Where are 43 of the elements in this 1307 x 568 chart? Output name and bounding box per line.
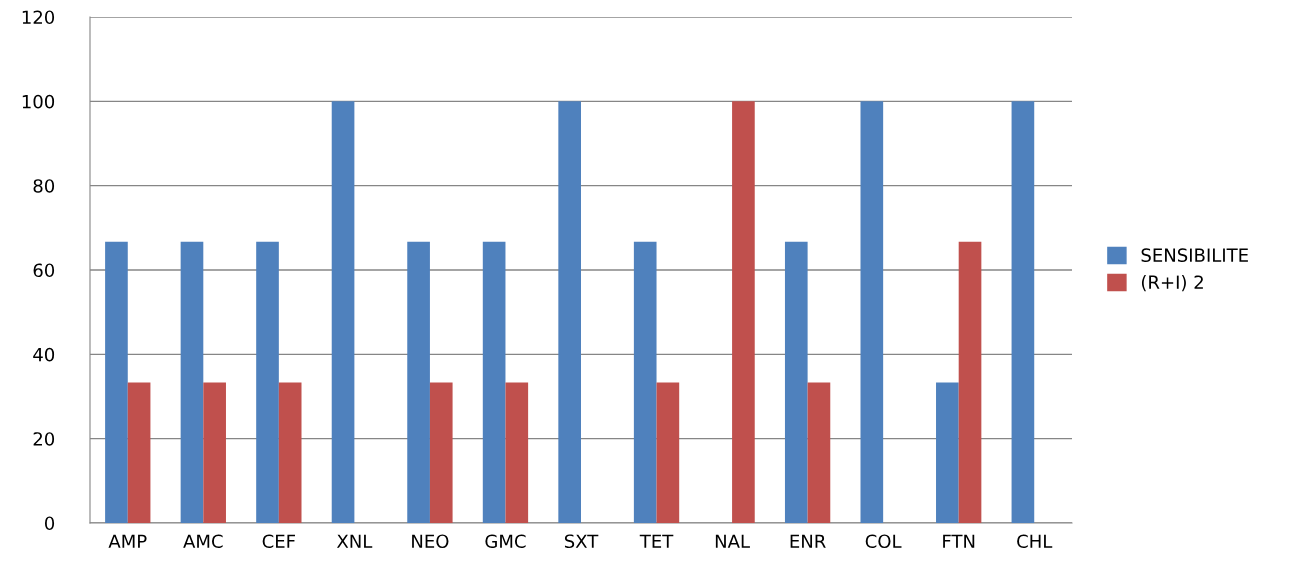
bar — [860, 101, 884, 523]
bar — [656, 382, 680, 523]
x-tick-label: CHL — [1017, 534, 1053, 549]
bar — [732, 101, 755, 523]
bar — [482, 241, 506, 523]
bar — [505, 382, 529, 523]
bar — [1011, 101, 1035, 523]
bar — [407, 241, 430, 523]
legend-label: (R+I) 2 — [1141, 275, 1203, 292]
x-tick-label: COL — [865, 534, 902, 549]
bar — [203, 382, 226, 523]
x-tick-label: TET — [639, 534, 674, 548]
x-tick-label: NAL — [715, 534, 750, 548]
y-tick-label: 20 — [33, 432, 55, 446]
bar — [784, 241, 808, 523]
bar — [633, 241, 657, 523]
bar — [127, 382, 151, 523]
bar — [256, 241, 279, 523]
bar — [429, 382, 453, 523]
y-tick-label: 0 — [44, 516, 55, 531]
y-tick-label: 100 — [22, 94, 55, 109]
x-tick-label: ENR — [790, 534, 826, 548]
x-tick-label: CEF — [262, 534, 295, 549]
x-tick-label: GMC — [485, 534, 526, 549]
x-tick-label: AMC — [183, 534, 223, 549]
bar — [105, 241, 128, 523]
bar — [807, 382, 831, 523]
x-tick-label: NEO — [412, 534, 449, 549]
bar — [936, 382, 959, 523]
y-tick-label: 60 — [33, 263, 55, 278]
y-tick-label: 120 — [22, 10, 55, 25]
bar — [558, 101, 581, 523]
x-tick-label: AMP — [108, 534, 147, 548]
y-tick-label: 80 — [33, 179, 55, 193]
y-tick-label: 40 — [33, 347, 55, 362]
bar — [278, 382, 302, 523]
bar — [331, 101, 355, 523]
x-tick-label: SXT — [564, 534, 599, 549]
x-tick-label: XNL — [336, 534, 373, 548]
legend-label: SENSIBILITE — [1141, 248, 1248, 262]
x-tick-label: FTN — [943, 534, 975, 548]
bar — [180, 241, 204, 523]
bar — [958, 241, 982, 523]
